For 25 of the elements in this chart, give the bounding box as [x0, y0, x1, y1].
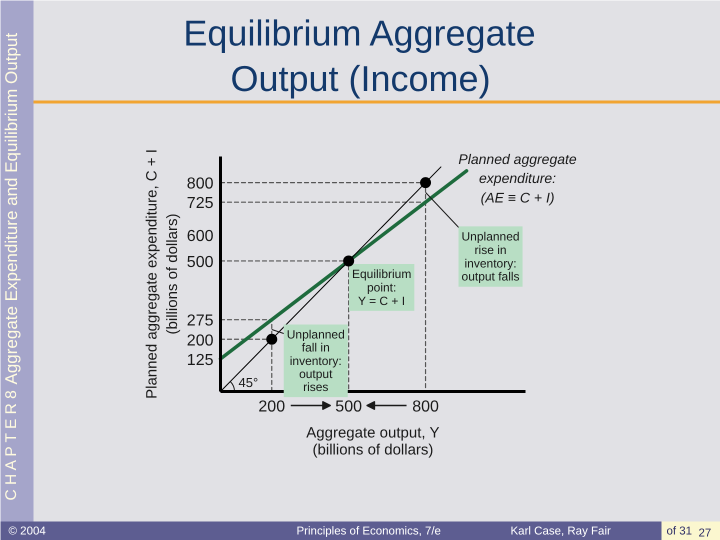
text: of 31: [666, 526, 692, 538]
annotation: 45°: [238, 375, 258, 390]
annotation: Unplanned rise in inventory: output falls: [462, 229, 520, 284]
annotation: Unplanned fall in inventory: output rises: [286, 327, 345, 394]
y-tick-label: 500: [186, 254, 214, 271]
y-tick-label: 600: [186, 228, 214, 245]
annotation: Equilibrium point: Y = C + I: [352, 266, 412, 308]
y-tick-label: 275: [186, 312, 214, 330]
text: 27: [698, 528, 712, 540]
text: C H A P T E R 8: [3, 390, 20, 500]
x-axis-title: Aggregate output, Y (billions of dollars): [306, 424, 440, 458]
y-tick-label: 800: [186, 176, 214, 193]
x-tick-label: 500: [335, 398, 362, 416]
y-tick-label: 125: [186, 352, 214, 369]
y-axis-title: Planned aggregate expenditure, C + I (billions of dollars): [143, 149, 181, 399]
x-tick-label: 200: [258, 398, 286, 416]
chart-title: Equilibrium Aggregate Output (Income): [183, 12, 536, 100]
text: Principles of Economics, 7/e: [296, 526, 441, 538]
text: © 2004: [8, 526, 46, 538]
text: Aggregate Expenditure and Equilibrium Output: [2, 32, 21, 384]
text: Karl Case, Ray Fair: [510, 526, 612, 538]
y-tick-label: 725: [186, 195, 214, 212]
annotation: Planned aggregate expenditure: (AE ≡ C + I): [458, 150, 577, 206]
y-tick-label: 200: [186, 332, 214, 350]
x-tick-label: 800: [412, 398, 439, 416]
